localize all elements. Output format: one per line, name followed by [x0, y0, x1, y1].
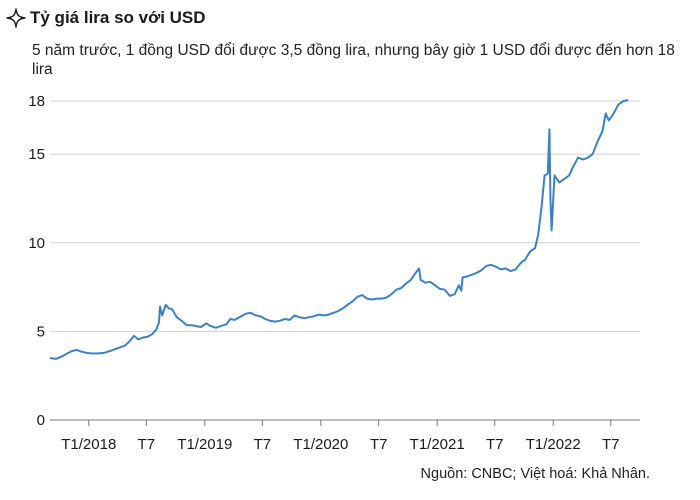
x-tick-label: T7 [370, 436, 388, 453]
y-tick-label: 10 [28, 235, 45, 252]
x-axis-ticks: T1/2018 T7 T1/2019 T7 T1/2020 T7 T1/2021 T7 T1/2… [61, 420, 620, 453]
chart-title: Tỷ giá lira so với USD [30, 8, 206, 27]
y-tick-label: 15 [28, 146, 45, 163]
y-axis-ticks: 0 5 10 15 18 [28, 93, 45, 429]
grid-lines [50, 100, 640, 421]
x-tick-label: T7 [486, 436, 504, 453]
x-tick-label: T1/2018 [61, 436, 116, 453]
x-tick-label: T7 [254, 436, 272, 453]
series-line [49, 99, 629, 360]
x-tick-label: T7 [602, 436, 620, 453]
x-tick-label: T1/2019 [177, 436, 232, 453]
title-row: Tỷ giá lira so với USD [6, 8, 206, 28]
source-note: Nguồn: CNBC; Việt hoá: Khả Nhân. [420, 466, 650, 482]
x-tick-label: T1/2022 [526, 436, 581, 453]
chart-subtitle: 5 năm trước, 1 đồng USD đổi được 3,5 đồn… [32, 42, 675, 78]
x-tick-label: T1/2021 [410, 436, 465, 453]
y-tick-label: 5 [37, 323, 45, 340]
x-tick-label: T1/2020 [293, 436, 348, 453]
y-tick-label: 18 [28, 93, 45, 110]
series-group [49, 99, 629, 360]
sparkle-icon [6, 8, 26, 28]
x-tick-label: T7 [138, 436, 156, 453]
y-tick-label: 0 [37, 412, 45, 429]
